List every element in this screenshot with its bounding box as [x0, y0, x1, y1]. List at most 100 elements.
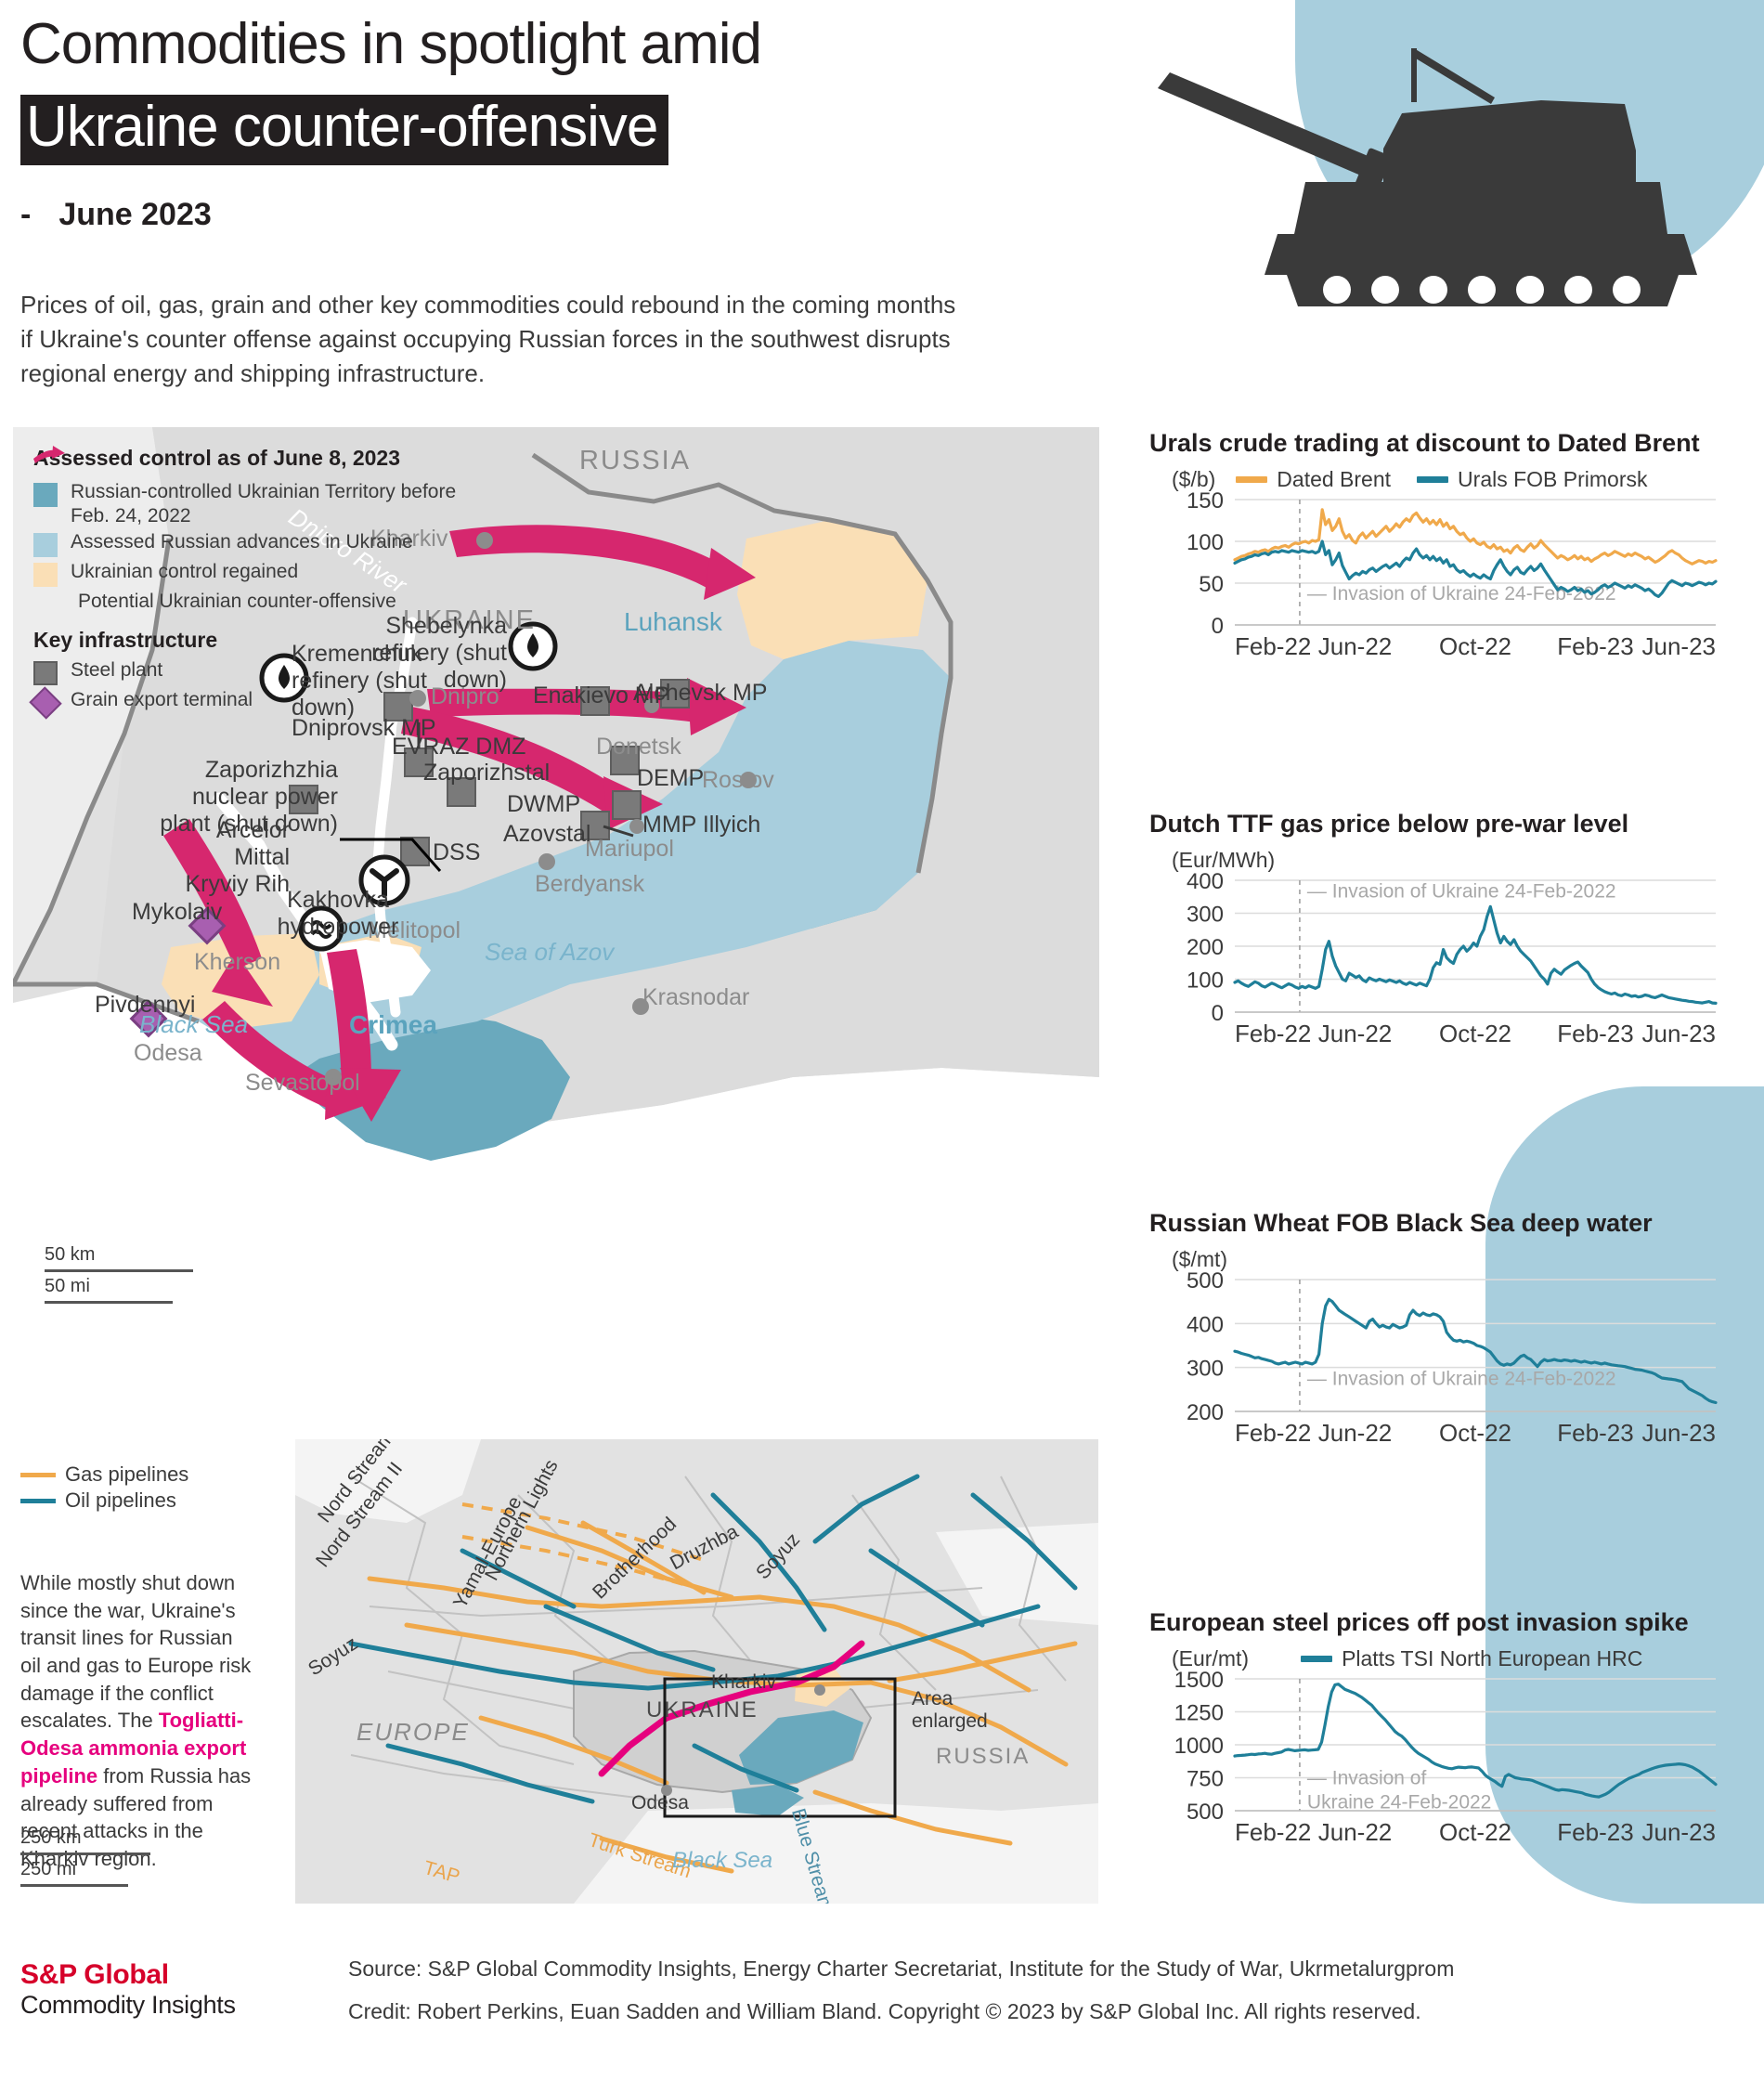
legend-label-counter-offensive: Potential Ukrainian counter-offensive	[78, 591, 396, 613]
svg-text:Jun-22: Jun-22	[1318, 1818, 1393, 1846]
page-title-highlight: Ukraine counter-offensive	[20, 95, 669, 165]
pipeline-legend: Gas pipelines Oil pipelines	[20, 1462, 253, 1514]
svg-text:500: 500	[1187, 1272, 1224, 1294]
svg-text:Jun-23: Jun-23	[1642, 1818, 1717, 1846]
chart-4-plot: 500 750 1000 1250 1500 — Invasion of Ukraine 2…	[1149, 1668, 1725, 1854]
legend-label-ukrainian-regained: Ukrainian control regained	[71, 561, 299, 583]
legend-label-russian-controlled: Russian-controlled Ukrainian Territory b…	[71, 481, 457, 526]
pipeline-text-part1: While mostly shut down since the war, Uk…	[20, 1571, 252, 1733]
map-label-sea-of-azov: Sea of Azov	[485, 938, 615, 966]
pipeline-scale-km-label: 250 km	[20, 1827, 82, 1848]
svg-text:100: 100	[1187, 968, 1224, 994]
svg-text:200: 200	[1187, 935, 1224, 960]
logo-line1: S&P Global	[20, 1959, 169, 1990]
chart-1-plot: 0 50 100 150 — Invasion of Ukraine 24-Feb-20…	[1149, 488, 1725, 669]
map-label-kherson: Kherson	[194, 949, 281, 975]
svg-text:50: 50	[1199, 572, 1224, 597]
chart-1-legend-brent: Dated Brent	[1236, 467, 1391, 492]
map-label-russia: RUSSIA	[579, 446, 691, 475]
map-scale-bar: 50 km 50 mi	[45, 1244, 193, 1304]
chart-russian-wheat[interactable]: Russian Wheat FOB Black Sea deep water (…	[1149, 1209, 1725, 1455]
chart-european-steel[interactable]: European steel prices off post invasion …	[1149, 1608, 1725, 1854]
svg-text:300: 300	[1187, 903, 1224, 928]
legend-swatch-russian-controlled	[33, 483, 58, 507]
map-label-dwmp: DWMP	[507, 791, 581, 817]
map-label-region-luhansk: Luhansk	[624, 607, 722, 636]
chart-2-unit: (Eur/MWh)	[1172, 848, 1276, 872]
svg-text:750: 750	[1187, 1767, 1224, 1792]
pipe-label-area-enlarged: Area enlarged	[912, 1688, 988, 1732]
map-label-demp: DEMP	[637, 765, 705, 791]
legend-swatch-ukrainian-regained	[33, 563, 58, 588]
map-legend: Assessed control as of June 8, 2023 Russ…	[29, 446, 470, 720]
svg-text:Feb-22: Feb-22	[1235, 1419, 1311, 1447]
pipeline-text-part2: from Russia has already suffered from re…	[20, 1763, 252, 1870]
gas-pipeline-icon	[20, 1472, 56, 1477]
footer: S&P Global Commodity Insights Source: S&…	[0, 1936, 1764, 2080]
credit-text: Credit: Robert Perkins, Euan Sadden and …	[348, 1999, 1421, 2023]
map-label-dnipro: Dnipro	[431, 683, 499, 709]
pipeline-text-highlight: Togliatti-Odesa ammonia export pipeline	[20, 1709, 247, 1788]
svg-text:— Invasion of Ukraine 24-Feb-2: — Invasion of Ukraine 24-Feb-2022	[1307, 583, 1616, 604]
sp-global-logo: S&P Global Commodity Insights	[20, 1959, 236, 2020]
chart-4-legend-hrc: Platts TSI North European HRC	[1301, 1646, 1642, 1671]
svg-text:500: 500	[1187, 1800, 1224, 1825]
arrow-icon	[33, 446, 65, 617]
oil-pipeline-icon	[20, 1498, 56, 1503]
chart-4-legend-hrc-label: Platts TSI North European HRC	[1342, 1646, 1643, 1670]
legend-item-russian-advances: Assessed Russian advances in Ukraine	[33, 530, 470, 558]
map-label-berdyansk: Berdyansk	[535, 871, 645, 897]
map-label-azovstal: Azovstal	[503, 821, 591, 847]
svg-text:Feb-23: Feb-23	[1557, 1419, 1633, 1447]
legend-label-grain-terminal: Grain export terminal	[71, 689, 253, 711]
map-label-dniprovsk-mp: Dniprovsk MP	[292, 715, 436, 741]
pipe-label-europe: EUROPE	[357, 1718, 470, 1746]
header: Commodities in spotlight amid Ukraine co…	[0, 0, 1123, 409]
pipe-label-kharkiv: Kharkiv	[711, 1671, 777, 1693]
subtitle-dash: -	[20, 197, 32, 232]
svg-text:Feb-22: Feb-22	[1235, 632, 1311, 660]
svg-text:400: 400	[1187, 873, 1224, 894]
map-label-crimea: Crimea	[349, 1010, 437, 1039]
chart-1-title: Urals crude trading at discount to Dated…	[1149, 429, 1700, 457]
map-label-mykolaiv: Mykolaiv	[132, 899, 223, 925]
chart-4-title: European steel prices off post invasion …	[1149, 1608, 1689, 1636]
map-label-zaporizhstal: Zaporizhstal	[423, 760, 551, 786]
map-label-rostov: Rostov	[702, 767, 774, 793]
pipe-label-russia: RUSSIA	[936, 1744, 1031, 1769]
svg-text:1250: 1250	[1174, 1701, 1224, 1726]
svg-text:Oct-22: Oct-22	[1439, 632, 1511, 660]
map-label-kakhovka-hydropower: Kakhovka hydropower	[277, 887, 399, 940]
svg-text:100: 100	[1187, 530, 1224, 555]
source-text: Source: S&P Global Commodity Insights, E…	[348, 1956, 1455, 1981]
svg-text:Jun-22: Jun-22	[1318, 1419, 1393, 1447]
chart-2-title: Dutch TTF gas price below pre-war level	[1149, 810, 1629, 838]
svg-text:Ukraine 24-Feb-2022: Ukraine 24-Feb-2022	[1307, 1792, 1491, 1814]
chart-3-title: Russian Wheat FOB Black Sea deep water	[1149, 1209, 1653, 1237]
svg-text:Feb-22: Feb-22	[1235, 1818, 1311, 1846]
legend-item-steel-plant: Steel plant	[33, 658, 470, 686]
pipeline-legend-gas: Gas pipelines	[20, 1462, 253, 1487]
pipeline-map[interactable]: Nord Stream Nord Stream II Northern Ligh…	[295, 1439, 1098, 1904]
page-title-line1: Commodities in spotlight amid	[20, 12, 762, 76]
chart-2-plot: 0 100 200 300 400 — Invasion of Ukraine 24-Fe…	[1149, 869, 1725, 1056]
chart-3-plot: 200 300 400 500 — Invasion of Ukraine 24-Feb…	[1149, 1268, 1725, 1455]
svg-text:200: 200	[1187, 1400, 1224, 1425]
svg-text:Jun-23: Jun-23	[1642, 632, 1717, 660]
map-label-kharkiv: Kharkiv	[370, 526, 448, 552]
svg-text:0: 0	[1212, 1001, 1224, 1026]
chart-dutch-ttf[interactable]: Dutch TTF gas price below pre-war level …	[1149, 810, 1725, 1056]
chart-urals-crude[interactable]: Urals crude trading at discount to Dated…	[1149, 429, 1725, 669]
map-label-sevastopol: Sevastopol	[245, 1070, 360, 1096]
chart-1-legend-urals-label: Urals FOB Primorsk	[1458, 467, 1648, 491]
map-label-kremenchuk-refinery: Kremenchuk refinery (shut down)	[292, 641, 427, 721]
svg-text:0: 0	[1212, 614, 1224, 639]
pipeline-legend-oil-label: Oil pipelines	[65, 1488, 176, 1512]
main-map[interactable]: Assessed control as of June 8, 2023 Russ…	[13, 427, 1099, 1421]
chart-4-unit: (Eur/mt)	[1172, 1646, 1250, 1670]
svg-text:1500: 1500	[1174, 1671, 1224, 1693]
map-legend-title: Assessed control as of June 8, 2023	[33, 446, 401, 470]
map-label-evraz-dmz: EVRAZ DMZ	[392, 734, 526, 760]
map-label-dss: DSS	[433, 839, 481, 865]
chart-1-legend: Dated Brent Urals FOB Primorsk	[1236, 467, 1648, 492]
